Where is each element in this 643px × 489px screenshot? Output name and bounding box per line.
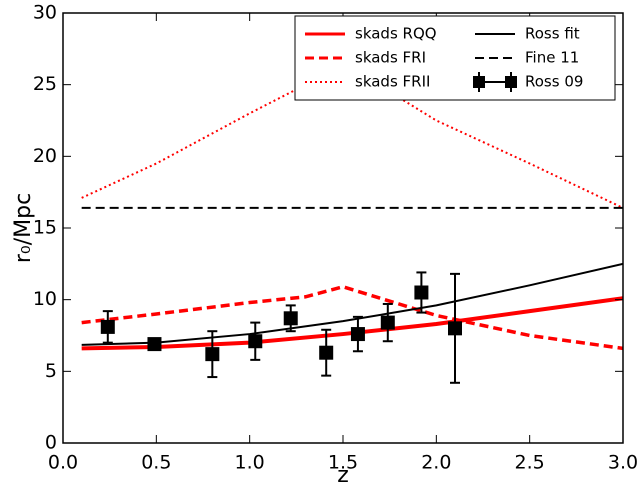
legend-label: skads FRII (355, 73, 430, 91)
legend-label: skads FRI (355, 49, 426, 67)
y-tick-label: 25 (33, 73, 57, 95)
legend-label: Ross fit (525, 25, 580, 43)
y-tick-label: 30 (33, 2, 57, 24)
x-tick-label: 0.0 (48, 452, 78, 474)
x-tick-label: 1.0 (235, 452, 265, 474)
marker (414, 285, 429, 300)
legend-swatch (505, 76, 517, 88)
y-tick-label: 0 (45, 432, 57, 454)
legend-label: skads RQQ (355, 25, 437, 43)
y-tick-label: 10 (33, 288, 57, 310)
x-tick-label: 0.5 (141, 452, 171, 474)
line (81, 284, 623, 351)
marker (283, 311, 298, 326)
marker (147, 337, 162, 352)
marker (448, 321, 462, 336)
y-tick-label: 20 (33, 145, 57, 167)
y-axis-label: r₀/Mpc (11, 193, 36, 263)
legend-swatch (473, 76, 485, 88)
marker (205, 347, 220, 362)
y-tick-label: 5 (45, 360, 57, 382)
marker (380, 315, 395, 330)
y-tick-label: 15 (33, 217, 57, 239)
marker (100, 319, 115, 334)
x-tick-label: 2.5 (515, 452, 545, 474)
legend-box (294, 15, 616, 101)
legend-label: Fine 11 (525, 49, 579, 67)
plot-area (81, 62, 623, 384)
legend-label: Ross 09 (525, 73, 583, 91)
x-tick-label: 2.0 (421, 452, 451, 474)
x-tick-label: 3.0 (608, 452, 638, 474)
marker (319, 345, 334, 360)
marker (350, 327, 365, 342)
marker (248, 334, 263, 349)
x-axis-label: z (337, 463, 349, 488)
x-tick-label: 1.5 (328, 452, 358, 474)
